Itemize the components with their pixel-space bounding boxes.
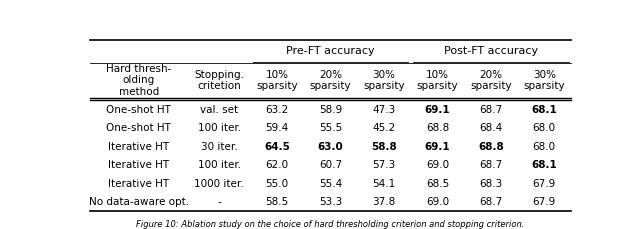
- Text: 60.7: 60.7: [319, 160, 342, 170]
- Text: Figure 10: Ablation study on the choice of hard thresholding criterion and stopp: Figure 10: Ablation study on the choice …: [136, 220, 525, 229]
- Text: 37.8: 37.8: [372, 197, 396, 207]
- Text: 68.8: 68.8: [478, 142, 504, 152]
- Text: 30%
sparsity: 30% sparsity: [363, 70, 404, 91]
- Text: 30 iter.: 30 iter.: [201, 142, 237, 152]
- Text: 55.4: 55.4: [319, 179, 342, 189]
- Text: Iterative HT: Iterative HT: [108, 142, 170, 152]
- Text: 100 iter.: 100 iter.: [198, 123, 241, 133]
- Text: 68.8: 68.8: [426, 123, 449, 133]
- Text: 20%
sparsity: 20% sparsity: [470, 70, 511, 91]
- Text: No data-aware opt.: No data-aware opt.: [89, 197, 189, 207]
- Text: 68.7: 68.7: [479, 105, 502, 114]
- Text: 67.9: 67.9: [532, 197, 556, 207]
- Text: 45.2: 45.2: [372, 123, 396, 133]
- Text: val. set: val. set: [200, 105, 238, 114]
- Text: 68.0: 68.0: [532, 142, 556, 152]
- Text: 68.3: 68.3: [479, 179, 502, 189]
- Text: 53.3: 53.3: [319, 197, 342, 207]
- Text: Pre-FT accuracy: Pre-FT accuracy: [286, 46, 375, 56]
- Text: 64.5: 64.5: [264, 142, 290, 152]
- Text: 59.4: 59.4: [266, 123, 289, 133]
- Text: 100 iter.: 100 iter.: [198, 160, 241, 170]
- Text: 63.2: 63.2: [266, 105, 289, 114]
- Text: -: -: [217, 197, 221, 207]
- Text: 58.8: 58.8: [371, 142, 397, 152]
- Text: Iterative HT: Iterative HT: [108, 179, 170, 189]
- Text: 63.0: 63.0: [317, 142, 343, 152]
- Text: 20%
sparsity: 20% sparsity: [310, 70, 351, 91]
- Text: 68.7: 68.7: [479, 160, 502, 170]
- Text: 68.4: 68.4: [479, 123, 502, 133]
- Text: 30%
sparsity: 30% sparsity: [524, 70, 565, 91]
- Text: 68.0: 68.0: [532, 123, 556, 133]
- Text: 67.9: 67.9: [532, 179, 556, 189]
- Text: One-shot HT: One-shot HT: [106, 123, 172, 133]
- Text: 68.5: 68.5: [426, 179, 449, 189]
- Text: One-shot HT: One-shot HT: [106, 105, 172, 114]
- Text: 68.7: 68.7: [479, 197, 502, 207]
- Text: 10%
sparsity: 10% sparsity: [417, 70, 458, 91]
- Text: 10%
sparsity: 10% sparsity: [256, 70, 298, 91]
- Text: 58.5: 58.5: [266, 197, 289, 207]
- Text: 62.0: 62.0: [266, 160, 289, 170]
- Text: 54.1: 54.1: [372, 179, 396, 189]
- Text: 47.3: 47.3: [372, 105, 396, 114]
- Text: 55.0: 55.0: [266, 179, 289, 189]
- Text: 57.3: 57.3: [372, 160, 396, 170]
- Text: 69.1: 69.1: [424, 142, 450, 152]
- Text: 1000 iter.: 1000 iter.: [195, 179, 244, 189]
- Text: Iterative HT: Iterative HT: [108, 160, 170, 170]
- Text: Stopping.
critetion: Stopping. critetion: [194, 70, 244, 91]
- Text: 69.1: 69.1: [424, 105, 450, 114]
- Text: Hard thresh-
olding
method: Hard thresh- olding method: [106, 64, 172, 97]
- Text: 69.0: 69.0: [426, 197, 449, 207]
- Text: 69.0: 69.0: [426, 160, 449, 170]
- Text: 58.9: 58.9: [319, 105, 342, 114]
- Text: 68.1: 68.1: [531, 105, 557, 114]
- Text: 68.1: 68.1: [531, 160, 557, 170]
- Text: Post-FT accuracy: Post-FT accuracy: [444, 46, 538, 56]
- Text: 55.5: 55.5: [319, 123, 342, 133]
